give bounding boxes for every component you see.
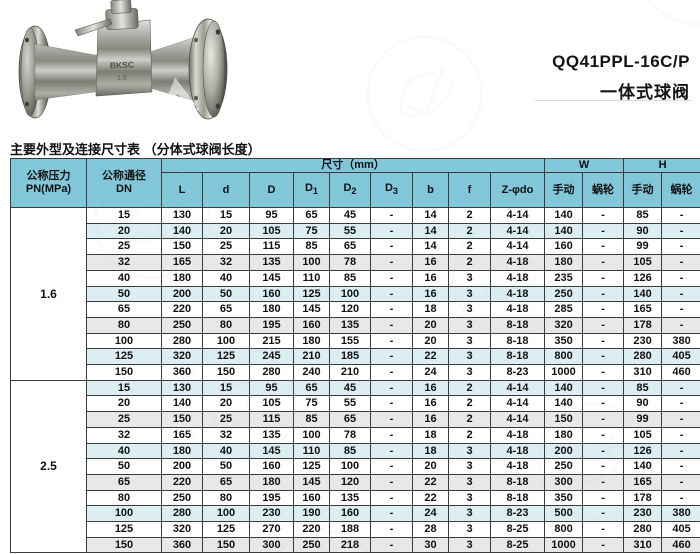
svg-text:1.6: 1.6 (117, 75, 127, 82)
svg-text:BKSC: BKSC (110, 60, 134, 71)
